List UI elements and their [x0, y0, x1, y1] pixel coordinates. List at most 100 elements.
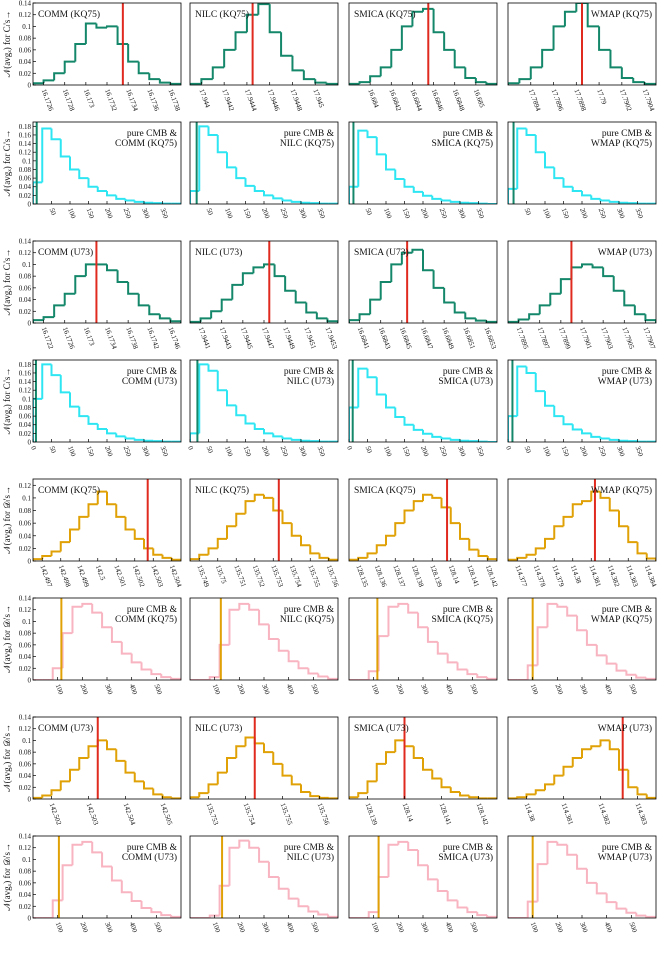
x-tick-label: 350	[634, 207, 645, 220]
x-tick-label: 50	[48, 445, 58, 455]
x-tick-label: 135.75	[214, 564, 228, 585]
x-tick-label: 150	[85, 445, 96, 458]
x-tick-label: 17.7902	[618, 88, 633, 113]
histogram-step	[581, 429, 592, 435]
histogram-step	[552, 25, 565, 50]
y-tick-label: 0.04	[19, 58, 32, 66]
histogram-step	[385, 394, 396, 409]
y-tick-label: 0.12	[19, 606, 32, 614]
histogram-step	[508, 797, 518, 799]
histogram-step	[78, 757, 89, 770]
histogram-step	[516, 796, 527, 799]
x-tick-label: 100	[541, 445, 552, 458]
x-tick-label: 400	[603, 921, 614, 934]
x-tick-label: 200	[235, 921, 246, 934]
x-tick-label: 200	[553, 921, 564, 934]
histogram-step	[379, 281, 392, 300]
histogram-step	[549, 292, 561, 306]
y-tick-label: 0.18	[19, 123, 32, 131]
histogram-step	[516, 127, 527, 189]
axes-frame	[189, 121, 339, 205]
histogram-step	[440, 436, 451, 440]
y-tick-label: 0.12	[19, 387, 32, 395]
histogram-step	[529, 66, 543, 80]
x-tick-label: 16.1732	[103, 88, 118, 113]
histogram-step	[431, 494, 442, 499]
axes-frame	[189, 359, 339, 443]
histogram-step	[546, 602, 558, 628]
histogram-step	[357, 556, 368, 560]
histogram-step	[387, 605, 399, 637]
x-tick-label: 17.7903	[599, 326, 614, 351]
y-tick-label: 0.06	[19, 879, 32, 887]
histogram-step	[536, 863, 548, 902]
histogram-step	[496, 678, 497, 680]
axes-frame	[189, 240, 339, 324]
histogram-step	[422, 493, 433, 502]
histogram-step	[281, 510, 292, 525]
histogram-step	[432, 270, 445, 289]
x-tick-label: 135.756	[316, 802, 331, 827]
histogram-step	[41, 794, 52, 798]
histogram-step	[170, 915, 181, 918]
axes-frame	[189, 2, 339, 86]
histogram-step	[281, 763, 292, 777]
histogram-step	[349, 185, 359, 204]
histogram-step	[231, 283, 243, 300]
histogram-step	[238, 602, 250, 610]
x-tick-label: 16.6844	[409, 88, 424, 113]
histogram-step	[525, 553, 536, 558]
histogram-step	[443, 32, 455, 51]
histogram-step	[50, 550, 61, 556]
histogram-step	[436, 879, 448, 893]
histogram-step	[302, 70, 316, 81]
histogram-step	[50, 789, 61, 796]
histogram-step	[248, 840, 260, 849]
histogram-step	[566, 844, 578, 856]
y-tick-label: 0.08	[19, 404, 32, 412]
histogram-step	[42, 79, 55, 84]
histogram-step	[291, 55, 304, 72]
histogram-step	[258, 847, 269, 863]
annotation: pure CMB &	[443, 129, 494, 139]
histogram-step	[91, 841, 103, 854]
histogram-step	[553, 167, 564, 180]
histogram-step	[190, 82, 202, 85]
histogram-step	[387, 843, 399, 877]
axes-frame	[32, 2, 182, 86]
histogram-step	[59, 780, 70, 791]
histogram-step	[280, 32, 293, 57]
plot-area	[349, 3, 497, 85]
x-tick-label: 16.1738	[167, 88, 182, 113]
x-tick-label: 135.754	[288, 564, 303, 589]
y-tick-label: 0.04	[19, 296, 32, 304]
histogram-step	[263, 429, 274, 435]
histogram-step	[244, 736, 255, 747]
y-tick-label: 0.04	[19, 421, 32, 429]
x-tick-label: 128.141	[438, 802, 453, 827]
histogram-step	[300, 201, 311, 204]
histogram-step	[581, 263, 593, 268]
histogram-step	[61, 864, 73, 901]
plot-area	[33, 598, 181, 680]
histogram-step	[599, 198, 610, 202]
x-tick-label: 350	[316, 207, 327, 220]
histogram-step	[257, 3, 270, 15]
histogram-step	[508, 558, 518, 561]
y-tick-label: 0.02	[19, 70, 32, 78]
histogram-step	[267, 624, 279, 640]
histogram-step	[556, 603, 568, 608]
histogram-step	[106, 740, 117, 751]
histogram-step	[466, 907, 478, 914]
histogram-step	[150, 908, 162, 914]
x-tick-label: 300	[578, 683, 589, 696]
histogram-step	[608, 497, 619, 512]
histogram-step	[91, 603, 103, 614]
histogram-step	[349, 796, 359, 799]
x-tick-label: 142.504	[168, 564, 183, 589]
x-tick-label: 16.1726	[40, 88, 55, 113]
histogram-step	[590, 433, 601, 438]
x-tick-label: 16.6843	[377, 326, 392, 351]
x-tick-label: 17.79	[595, 88, 608, 106]
histogram-step	[287, 888, 299, 900]
